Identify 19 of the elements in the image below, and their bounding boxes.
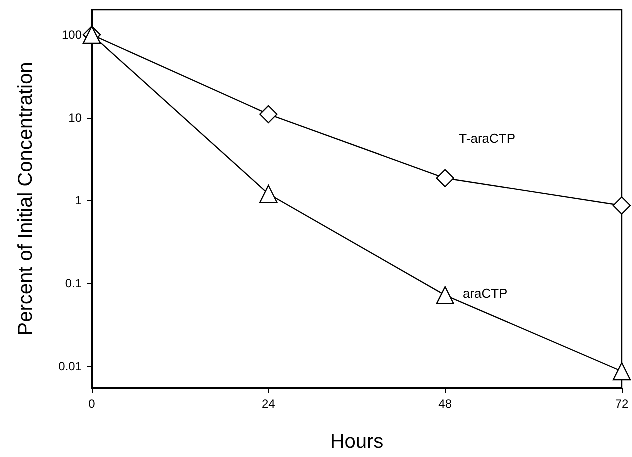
x-tick-label: 48 xyxy=(438,397,452,411)
point xyxy=(612,196,632,215)
y-tick-label: 0.01 xyxy=(58,359,82,374)
point xyxy=(436,286,454,305)
y-axis-title: Percent of Initial Concentration xyxy=(15,62,37,336)
point xyxy=(260,185,278,204)
y-tick-label: 100 xyxy=(62,28,82,42)
x-tick-label: 72 xyxy=(615,397,629,411)
series-label: araCTP xyxy=(462,286,508,301)
text: T-araCTP xyxy=(459,130,516,146)
y-tick-label: 0.1 xyxy=(65,276,82,291)
x-tick-label: 24 xyxy=(262,397,276,411)
y-tick-label: 10 xyxy=(68,110,82,125)
point xyxy=(612,362,632,381)
point xyxy=(436,169,454,188)
x-axis-title: Hours xyxy=(330,431,384,453)
x-tick-label: 0 xyxy=(88,397,96,411)
y-tick-label: 1 xyxy=(75,194,82,208)
point xyxy=(260,105,278,124)
